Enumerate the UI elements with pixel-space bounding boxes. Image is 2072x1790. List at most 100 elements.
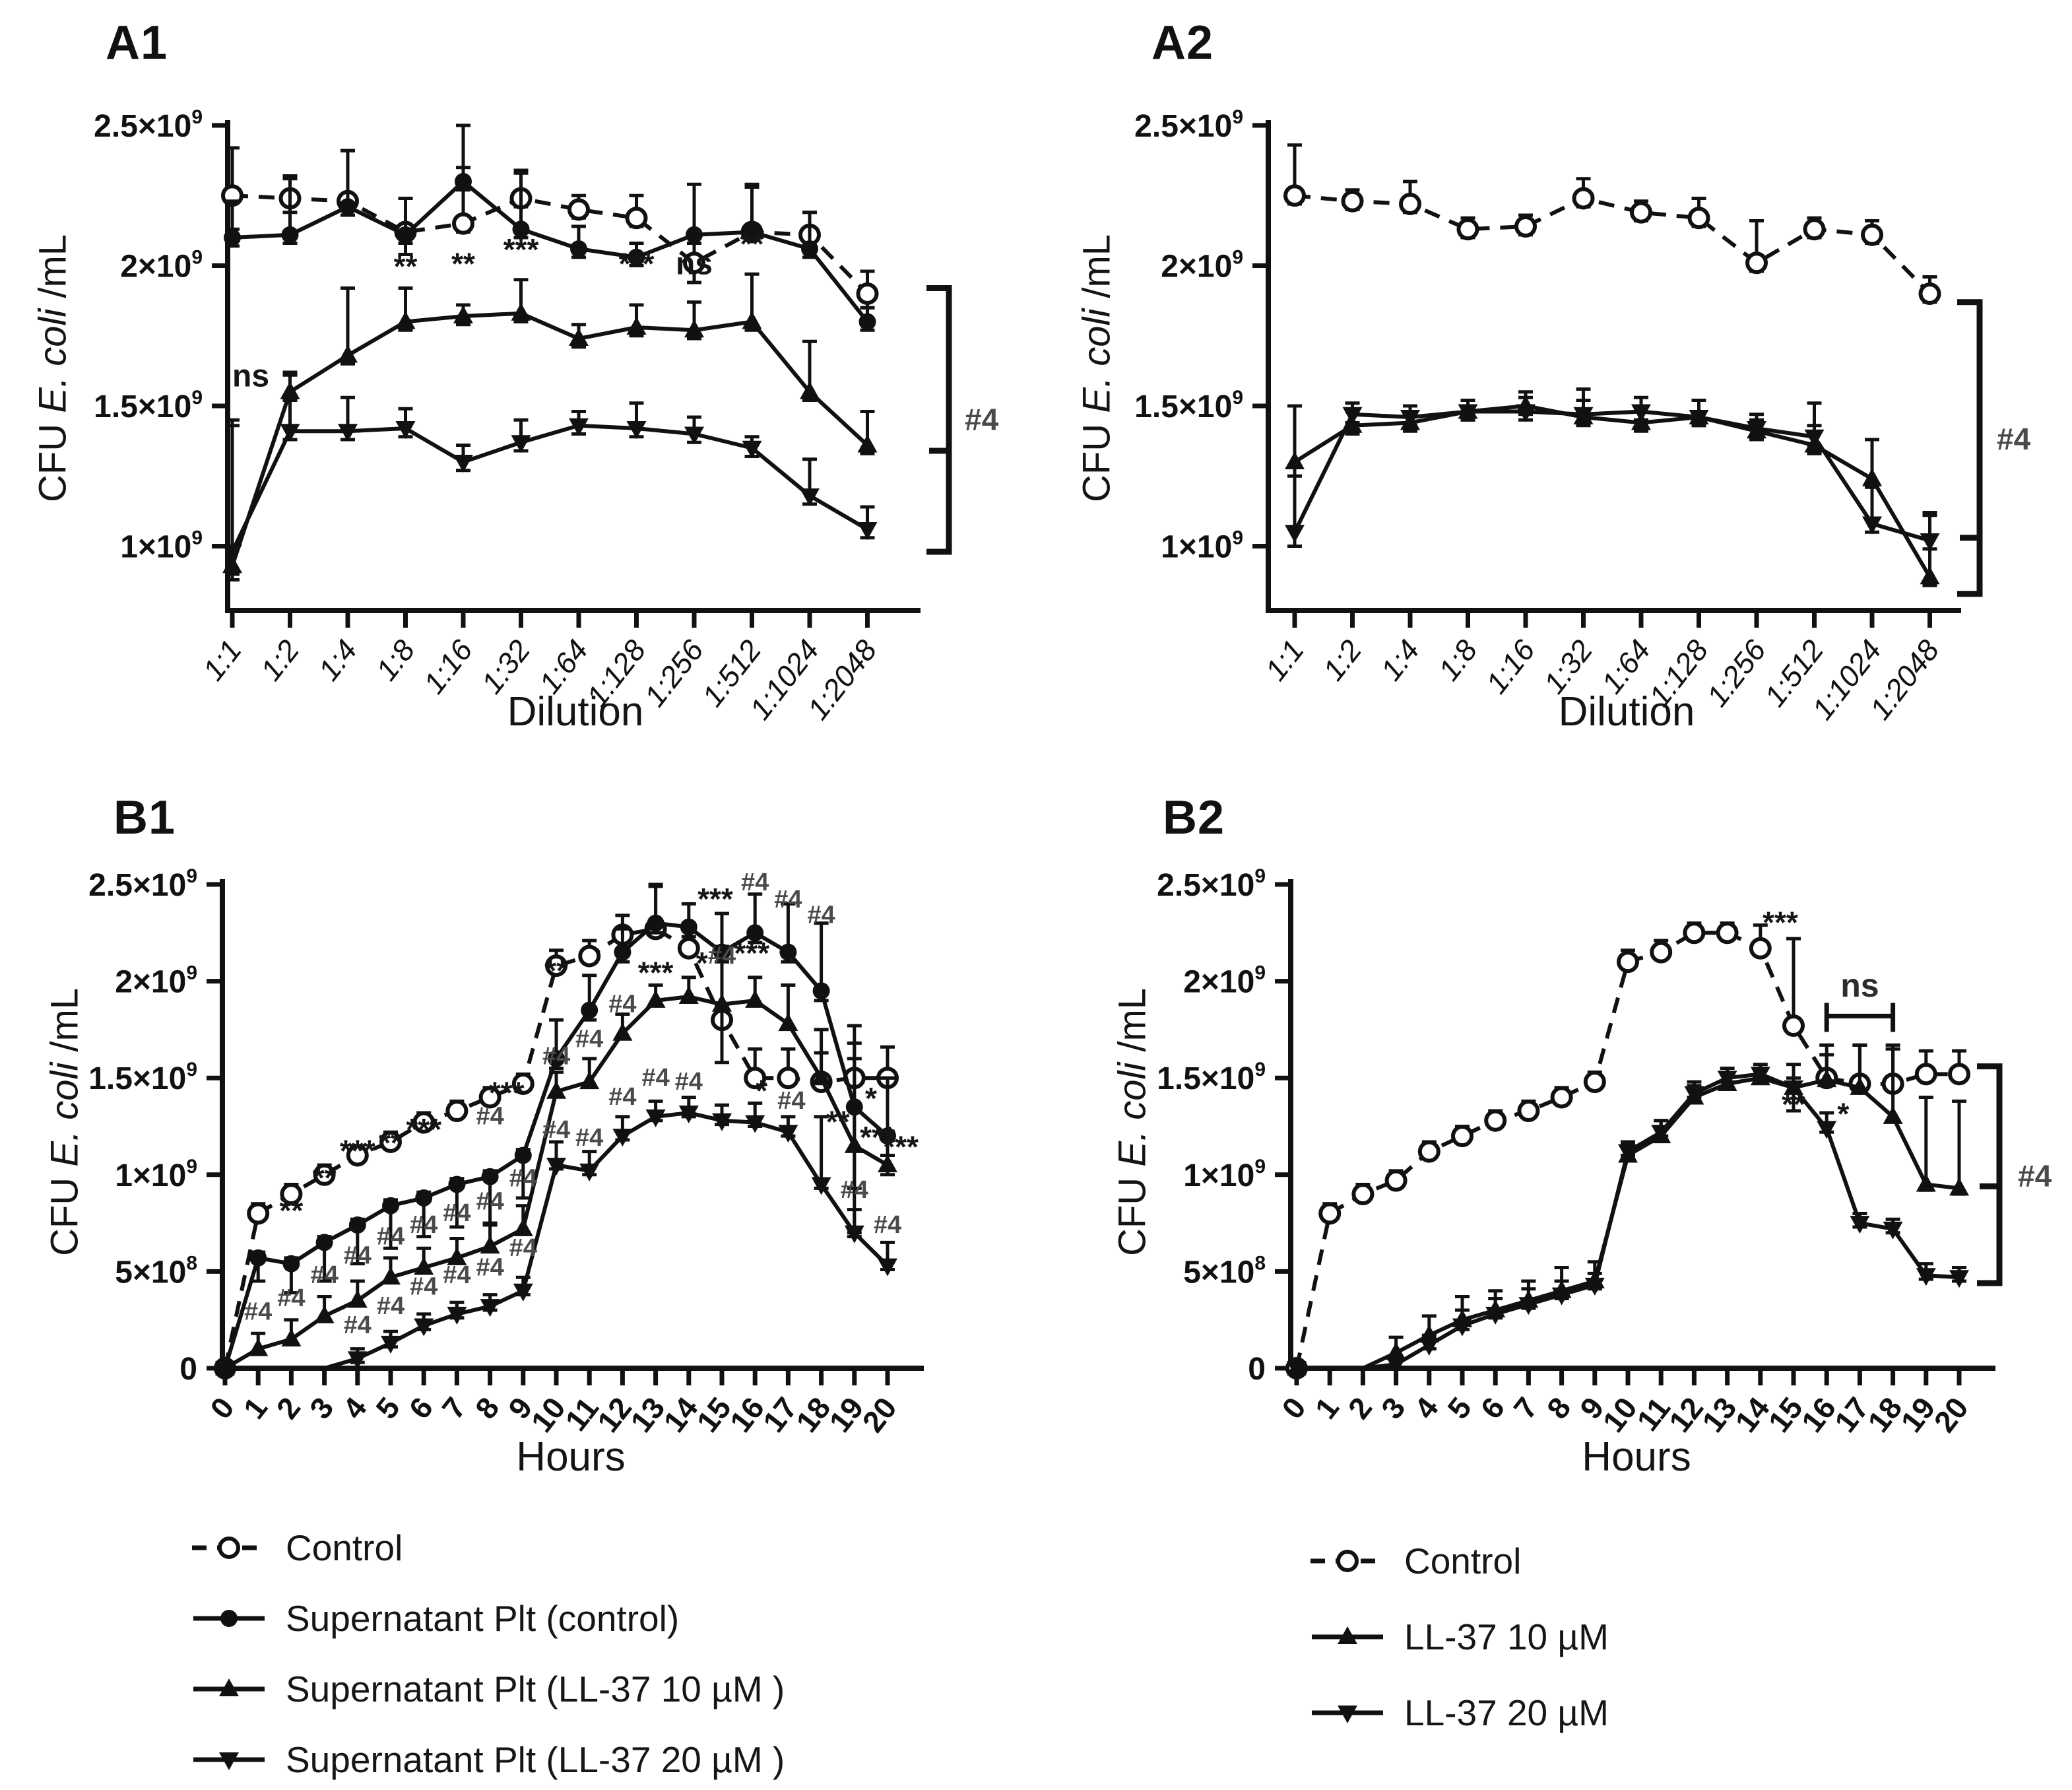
marker-triangle-down — [1717, 1071, 1737, 1089]
x-axis-title-a1: Dilution — [507, 689, 644, 735]
y-tick-label: 1×109 — [1183, 1156, 1266, 1193]
significance-annotation: #4 — [410, 1273, 437, 1301]
marker-triangle-down — [778, 1125, 798, 1143]
marker-triangle-down — [626, 421, 647, 439]
legend-b2: Control LL-37 10 µM LL-37 20 µM — [1308, 1538, 1609, 1766]
marker-triangle-up — [511, 302, 531, 321]
marker-circle-filled — [415, 1189, 433, 1207]
marker-triangle-down — [569, 418, 589, 436]
marker-triangle-down — [645, 1109, 666, 1127]
significance-annotation: #4 — [344, 1242, 372, 1270]
series-line-control — [223, 927, 888, 1369]
marker-circle-filled — [348, 1216, 366, 1234]
marker-triangle-down — [338, 424, 358, 442]
panel-label-a2: A2 — [1151, 17, 1214, 69]
marker-triangle-down — [579, 1163, 600, 1181]
marker-triangle-up — [1850, 1077, 1870, 1095]
y-tick-label: 0 — [1248, 1352, 1266, 1387]
x-axis-title-b2: Hours — [1582, 1434, 1691, 1480]
bracket-label: #4 — [1997, 422, 2031, 456]
legend-label: LL-37 20 µM — [1404, 1692, 1609, 1733]
marker-circle-open — [1803, 218, 1826, 241]
y-tick-label: 2.5×109 — [1157, 865, 1266, 903]
marker-circle-open — [777, 1067, 800, 1090]
marker-triangle-up — [778, 1013, 798, 1032]
marker-triangle-down — [1631, 404, 1651, 422]
significance-annotation: ns — [232, 358, 269, 393]
marker-triangle-down — [1920, 533, 1940, 551]
marker-circle-open — [1630, 201, 1652, 224]
marker-triangle-down — [1400, 410, 1420, 428]
significance-annotation: #4 — [675, 1068, 703, 1096]
marker-circle-filled — [581, 1001, 599, 1019]
marker-circle-open — [1283, 184, 1306, 207]
marker-circle-open — [478, 1086, 502, 1109]
x-tick-label: 2 — [270, 1391, 308, 1425]
significance-annotation: #4 — [807, 902, 835, 929]
marker-circle-open — [1451, 1125, 1473, 1148]
x-tick-label: 1:8 — [1432, 634, 1484, 687]
panel-label-a1: A1 — [106, 17, 168, 69]
marker-triangle-up — [800, 381, 820, 399]
x-tick-label: 2 — [1342, 1391, 1379, 1425]
marker-circle-filled — [746, 924, 764, 942]
marker-circle-open — [1417, 1140, 1441, 1163]
x-tick-label: 20 — [1927, 1391, 1974, 1438]
x-tick-label: 0 — [1275, 1391, 1312, 1425]
significance-annotation: *** — [503, 232, 539, 267]
marker-circle-filled — [858, 313, 876, 331]
marker-circle-filled — [382, 1197, 399, 1214]
marker-triangle-down — [1817, 1121, 1837, 1139]
legend-marker-supernatant-plt-ll37-10 — [193, 1678, 265, 1696]
marker-triangle-down — [447, 1306, 467, 1325]
significance-annotation: *** — [883, 1129, 919, 1164]
chart-a1: 2.5×109 2×109 1.5×109 1×109 1:1 1:2 1:4 1:81:16… — [94, 106, 998, 726]
significance-annotation: #4 — [774, 886, 802, 913]
significance-annotation: * — [1837, 1097, 1849, 1131]
marker-triangle-down — [395, 421, 416, 439]
marker-triangle-down — [453, 455, 473, 473]
significance-annotation: #4 — [542, 1116, 570, 1144]
marker-circle-filled — [680, 918, 697, 936]
significance-annotation: #4 — [443, 1199, 470, 1227]
x-tick-label: 5 — [1441, 1391, 1478, 1425]
legend-marker-supernatant-plt-ll37-20 — [193, 1752, 265, 1770]
marker-triangle-down — [742, 440, 762, 459]
marker-triangle-down — [1883, 1221, 1903, 1240]
marker-circle-open — [1351, 1183, 1375, 1206]
significance-annotation: *** — [697, 882, 733, 916]
series-line-supernatant-plt-ll-37-20-m — [230, 423, 869, 553]
significance-annotation: *** — [406, 1112, 441, 1146]
marker-triangle-up — [381, 1267, 401, 1285]
marker-triangle-up — [1386, 1342, 1406, 1360]
marker-triangle-up — [878, 1154, 897, 1173]
marker-circle-filled — [282, 1255, 300, 1273]
bracket-label: #4 — [2018, 1159, 2052, 1193]
marker-circle-open — [379, 1130, 402, 1153]
marker-circle-open — [545, 954, 567, 978]
marker-circle-open — [1749, 937, 1772, 960]
x-tick-label: 1:256 — [637, 633, 710, 713]
y-tick-label: 1.5×109 — [88, 1059, 197, 1096]
y-tick-label: 5×108 — [1183, 1252, 1266, 1290]
significance-annotation: ** — [451, 246, 475, 281]
x-tick-label: 1:1 — [196, 634, 248, 687]
y-tick-label: 1.5×109 — [1134, 387, 1243, 424]
marker-triangle-up — [513, 1218, 533, 1236]
marker-triangle-up — [626, 317, 647, 335]
marker-circle-open — [1782, 1014, 1805, 1038]
marker-triangle-up — [546, 1080, 566, 1099]
marker-triangle-down — [712, 1113, 732, 1131]
x-tick-label: 1:256 — [1700, 633, 1772, 713]
legend-marker-supernatant-plt-control — [193, 1610, 265, 1627]
marker-circle-open — [1517, 1100, 1540, 1123]
x-axis-title-a2: Dilution — [1558, 689, 1695, 735]
legend-marker-control — [1311, 1550, 1384, 1572]
marker-triangle-down — [1551, 1287, 1572, 1306]
significance-annotation: #4 — [344, 1311, 372, 1339]
marker-triangle-down — [1518, 1297, 1539, 1315]
marker-triangle-down — [215, 1361, 235, 1379]
y-tick-label: 5×108 — [115, 1252, 197, 1290]
marker-triangle-up — [447, 1247, 467, 1265]
marker-circle-filled — [397, 226, 414, 244]
